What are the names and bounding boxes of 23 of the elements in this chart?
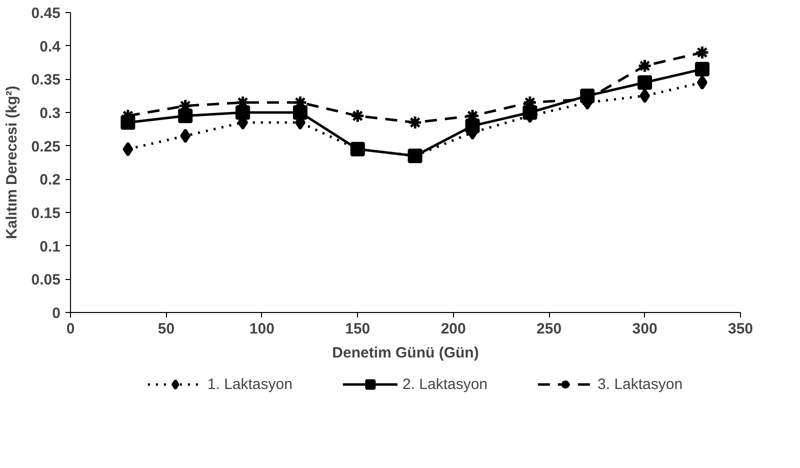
y-tick-label: 0.3 [40,105,61,122]
x-tick-label: 100 [249,320,274,338]
y-tick-label: 0.1 [40,238,61,256]
legend-label: 3. Laktasyon [598,376,683,392]
x-tick-label: 300 [632,320,658,338]
y-tick-label: 0.25 [31,138,61,156]
y-tick-label: 0.45 [31,5,61,22]
x-tick-label: 0 [66,320,75,338]
y-tick-label: 0.15 [31,205,61,222]
y-axis-title: Kalıtım Derecesi (kg²) [3,86,20,240]
x-tick-label: 150 [345,320,370,338]
legend-label: 1. Laktasyon [207,376,292,392]
y-tick-label: 0.35 [31,72,61,89]
y-tick-label: 0.4 [40,38,62,56]
y-tick-label: 0 [52,305,60,322]
legend-label: 2. Laktasyon [402,376,488,392]
x-tick-label: 350 [728,320,754,338]
y-tick-label: 0.05 [31,272,61,289]
y-tick-label: 0.2 [40,172,61,189]
x-axis-title: Denetim Günü (Gün) [332,344,479,362]
x-tick-label: 200 [440,320,466,338]
x-tick-label: 250 [536,320,562,338]
x-tick-label: 50 [158,320,175,338]
